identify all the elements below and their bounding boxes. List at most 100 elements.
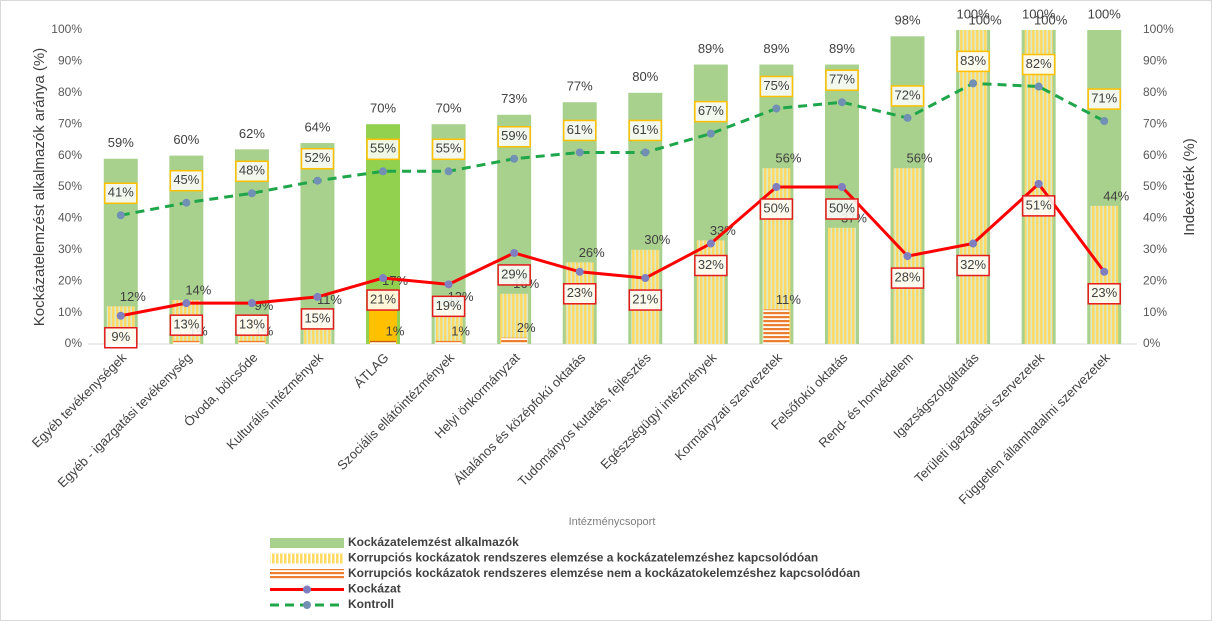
label-box — [300, 147, 335, 170]
data-label: 26% — [579, 245, 605, 260]
bar — [500, 293, 529, 344]
label-box — [169, 169, 204, 192]
data-label: 32% — [698, 257, 724, 272]
legend-marker — [303, 601, 311, 609]
label-box — [1087, 283, 1121, 305]
marker — [444, 167, 453, 176]
label-box — [104, 182, 138, 205]
bar — [238, 340, 265, 344]
data-label: 44% — [1103, 188, 1129, 203]
y2-tick-label: 50% — [1143, 179, 1167, 193]
label-box — [759, 198, 794, 220]
data-label: 59% — [108, 135, 134, 150]
marker — [313, 176, 322, 185]
data-label: 21% — [632, 291, 658, 306]
data-label: 29% — [501, 266, 527, 281]
marker — [379, 274, 388, 283]
data-label: 75% — [763, 78, 789, 93]
data-label: 1% — [386, 323, 405, 338]
marker — [969, 79, 978, 88]
y-axis-title: Kockázatelemzést alkalmazók aránya (%) — [31, 48, 48, 326]
y-tick-label: 90% — [58, 54, 82, 68]
data-label: 45% — [173, 172, 199, 187]
marker — [247, 299, 256, 308]
data-label: 50% — [829, 200, 855, 215]
label-box — [1087, 88, 1121, 110]
data-label: 52% — [304, 150, 330, 165]
data-label: 56% — [907, 151, 933, 166]
data-label: 50% — [763, 200, 789, 215]
y-tick-label: 30% — [58, 242, 82, 256]
y-tick-label: 10% — [58, 305, 82, 319]
y2-tick-label: 30% — [1143, 242, 1167, 256]
marker — [1100, 117, 1109, 126]
data-label: 89% — [698, 41, 724, 56]
bar — [370, 340, 397, 344]
data-label: 71% — [1091, 90, 1117, 105]
data-label: 9% — [111, 329, 130, 344]
marker — [641, 148, 650, 157]
label-box — [890, 85, 925, 107]
label-box — [431, 138, 466, 161]
legend-swatch — [270, 553, 344, 564]
label-box — [1021, 195, 1056, 217]
y2-tick-label: 0% — [1143, 336, 1161, 350]
data-label: 19% — [436, 298, 462, 313]
data-label: 1% — [451, 323, 470, 338]
y-tick-label: 80% — [58, 85, 82, 99]
y2-tick-label: 40% — [1143, 211, 1167, 225]
label-box — [431, 295, 466, 318]
data-label: 80% — [632, 69, 658, 84]
data-label: 30% — [644, 232, 670, 247]
marker — [641, 274, 650, 283]
label-box — [300, 308, 335, 330]
data-label: 70% — [370, 101, 396, 116]
label-box — [956, 50, 990, 73]
data-label: 82% — [1026, 56, 1052, 71]
data-label: 2% — [517, 320, 536, 335]
marker — [379, 167, 388, 176]
data-label: 62% — [239, 126, 265, 141]
marker — [903, 113, 912, 122]
bar — [501, 337, 528, 344]
label-box — [956, 254, 990, 277]
data-label: 67% — [698, 103, 724, 118]
marker — [575, 267, 584, 276]
data-label: 73% — [501, 91, 527, 106]
data-label: 12% — [120, 289, 146, 304]
legend-label: Kockázatelemzést alkalmazók — [348, 535, 519, 549]
data-label: 100% — [968, 12, 1002, 27]
label-box — [694, 100, 728, 123]
marker — [575, 148, 584, 157]
label-box — [497, 264, 531, 286]
y-tick-label: 20% — [58, 273, 82, 287]
label-box — [366, 289, 400, 311]
data-label: 60% — [173, 132, 199, 147]
bar — [827, 227, 856, 344]
data-label: 56% — [775, 151, 801, 166]
legend-swatch — [270, 538, 344, 548]
marker — [510, 154, 519, 163]
marker — [772, 104, 781, 113]
data-label: 89% — [763, 41, 789, 56]
y-tick-label: 60% — [58, 148, 82, 162]
data-label: 100% — [1034, 12, 1068, 27]
data-label: 98% — [895, 13, 921, 28]
marker — [247, 189, 256, 198]
label-box — [628, 119, 663, 142]
data-label: 72% — [895, 87, 921, 102]
label-box — [1021, 53, 1056, 76]
data-label: 23% — [567, 285, 593, 300]
label-box — [104, 326, 138, 349]
marker — [837, 183, 846, 191]
legend-swatch — [270, 569, 344, 579]
line — [120, 181, 1106, 318]
data-label: 61% — [632, 122, 658, 137]
data-label: 83% — [960, 53, 986, 68]
data-label: 48% — [239, 163, 265, 178]
label-box — [562, 283, 597, 305]
marker — [1100, 267, 1109, 276]
legend-label: Korrupciós kockázatok rendszeres elemzés… — [348, 566, 860, 580]
y2-axis-title: Indexérték (%) — [1181, 138, 1198, 236]
data-label: 77% — [829, 72, 855, 87]
